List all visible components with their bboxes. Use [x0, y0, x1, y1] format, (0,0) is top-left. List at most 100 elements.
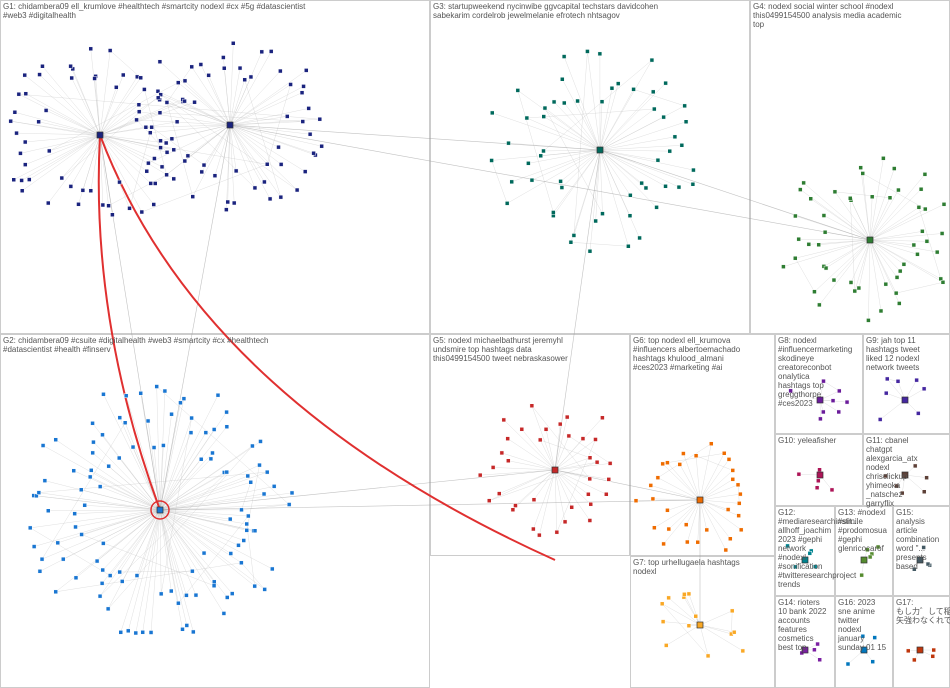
- node: [722, 451, 726, 455]
- node: [539, 154, 543, 158]
- edge: [19, 94, 320, 119]
- node: [607, 477, 611, 481]
- node: [272, 484, 276, 488]
- edge: [103, 394, 160, 510]
- node: [892, 167, 896, 171]
- node: [91, 451, 95, 455]
- node: [260, 50, 264, 54]
- node: [885, 377, 889, 381]
- node: [135, 118, 139, 122]
- node: [176, 601, 180, 605]
- node: [40, 557, 44, 561]
- edge: [100, 122, 177, 135]
- node: [818, 658, 822, 662]
- node: [140, 210, 144, 214]
- node: [183, 79, 187, 83]
- node: [81, 188, 85, 192]
- node: [598, 52, 602, 56]
- hub-node: [697, 497, 703, 503]
- node: [155, 385, 159, 389]
- node: [585, 49, 589, 53]
- node: [69, 64, 73, 68]
- edge: [160, 493, 292, 510]
- node: [616, 82, 620, 86]
- node: [941, 280, 945, 284]
- node: [216, 393, 220, 397]
- node: [673, 135, 677, 139]
- node: [915, 378, 919, 382]
- node: [581, 437, 585, 441]
- node: [873, 636, 877, 640]
- panel-label-G8: G8: nodexl#influencermarketingskodineyec…: [778, 336, 852, 408]
- node: [831, 399, 835, 403]
- node: [27, 178, 31, 182]
- node: [301, 120, 305, 124]
- node: [532, 498, 536, 502]
- node: [922, 490, 926, 494]
- node: [849, 280, 853, 284]
- node: [210, 451, 214, 455]
- node: [923, 172, 927, 176]
- node: [118, 570, 122, 574]
- node: [563, 520, 567, 524]
- node: [312, 151, 316, 155]
- node: [175, 120, 179, 124]
- node: [61, 557, 65, 561]
- edge: [522, 429, 555, 470]
- hub-node: [227, 122, 233, 128]
- node: [846, 662, 850, 666]
- node: [661, 620, 665, 624]
- node: [737, 514, 741, 518]
- node: [124, 394, 128, 398]
- edge: [870, 169, 894, 240]
- edge: [29, 135, 100, 180]
- node: [728, 537, 732, 541]
- node: [190, 416, 194, 420]
- node: [925, 476, 929, 480]
- node: [816, 479, 820, 483]
- node: [225, 470, 229, 474]
- edge: [160, 453, 212, 510]
- edge: [700, 453, 724, 500]
- node: [656, 158, 660, 162]
- edge: [600, 109, 654, 150]
- node: [32, 545, 36, 549]
- node: [117, 456, 121, 460]
- node: [265, 470, 269, 474]
- node: [278, 69, 282, 73]
- edge: [700, 479, 733, 500]
- node: [242, 538, 246, 542]
- edge: [161, 95, 230, 125]
- edge: [870, 240, 881, 311]
- node: [870, 195, 874, 199]
- node: [916, 411, 920, 415]
- node: [572, 233, 576, 237]
- node: [593, 437, 597, 441]
- node: [212, 584, 216, 588]
- node: [250, 444, 254, 448]
- node: [213, 174, 217, 178]
- node: [866, 318, 870, 322]
- panel-G3: [431, 1, 750, 334]
- node: [506, 437, 510, 441]
- node: [285, 114, 289, 118]
- node: [70, 76, 74, 80]
- node: [24, 92, 28, 96]
- node: [687, 624, 691, 628]
- edge: [160, 418, 192, 510]
- node: [200, 170, 204, 174]
- edge: [532, 406, 555, 470]
- node: [684, 523, 688, 527]
- node: [681, 452, 685, 456]
- edge: [870, 189, 921, 240]
- node: [164, 141, 168, 145]
- edge: [700, 500, 741, 530]
- node: [43, 479, 47, 483]
- node: [269, 49, 273, 53]
- node: [279, 162, 283, 166]
- node: [47, 149, 51, 153]
- node: [262, 492, 266, 496]
- edge: [795, 258, 814, 291]
- node: [661, 462, 665, 466]
- node: [232, 201, 236, 205]
